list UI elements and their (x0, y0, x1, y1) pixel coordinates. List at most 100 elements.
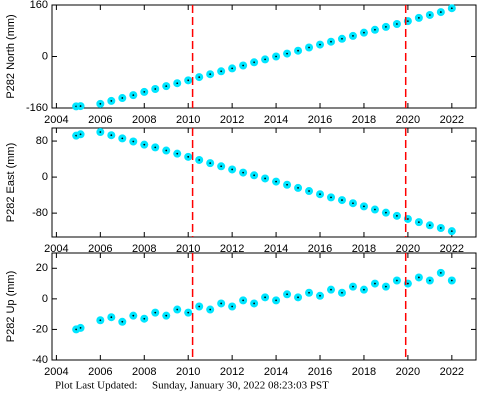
x-tick-label: 2018 (352, 366, 376, 378)
y-tick-label: -160 (26, 102, 48, 114)
data-point-center (385, 285, 387, 288)
data-point-center (374, 28, 376, 31)
data-point-center (275, 55, 277, 58)
data-point-center (308, 291, 310, 294)
x-tick-label: 2014 (264, 366, 288, 378)
x-tick-label: 2010 (176, 243, 200, 255)
x-tick-label: 2010 (176, 114, 200, 126)
x-tick-label: 2018 (352, 114, 376, 126)
data-point-center (286, 52, 288, 55)
data-point-center (308, 190, 310, 192)
data-point-center (242, 171, 245, 174)
data-point-center (363, 288, 365, 291)
data-point-center (330, 196, 332, 199)
data-point-center (363, 31, 365, 34)
y-tick-label: 20 (36, 262, 48, 274)
data-point-center (439, 11, 442, 13)
data-point-center (79, 327, 82, 329)
x-tick-label: 2016 (308, 114, 332, 126)
data-point-center (297, 49, 299, 52)
data-point-center (198, 305, 201, 308)
footer-label: Plot Last Updated: (55, 380, 138, 392)
data-point-center (132, 140, 135, 143)
data-point-center (406, 20, 409, 22)
x-tick-label: 2020 (396, 366, 420, 378)
data-point-center (176, 308, 179, 311)
data-point-center (341, 199, 343, 201)
data-point-center (220, 302, 223, 305)
data-point-center (242, 64, 245, 67)
data-point-center (450, 230, 453, 233)
x-tick-label: 2022 (440, 366, 464, 378)
x-tick-label: 2016 (308, 243, 332, 255)
data-point-center (154, 146, 157, 149)
y-tick-label: 80 (36, 135, 48, 147)
data-point-center (439, 227, 442, 229)
x-tick-label: 2012 (220, 243, 244, 255)
x-tick-label: 2018 (352, 243, 376, 255)
data-point-center (264, 296, 266, 299)
data-point-center (75, 328, 78, 331)
plot-frame (51, 127, 477, 238)
data-point-center (396, 23, 398, 25)
data-point-center (330, 40, 332, 43)
data-point-center (374, 282, 376, 285)
data-point-center (154, 311, 157, 314)
x-tick-label: 2008 (132, 366, 156, 378)
x-tick-label: 2020 (396, 114, 420, 126)
x-tick-label: 2022 (440, 243, 464, 255)
data-point-center (99, 131, 102, 133)
x-tick-label: 2008 (132, 114, 156, 126)
x-tick-label: 2012 (220, 114, 244, 126)
data-point-center (242, 299, 245, 302)
data-point-center (154, 88, 157, 90)
data-point-center (385, 25, 387, 28)
y-axis-label: P282 Up (mm) (5, 271, 17, 343)
data-point-center (176, 82, 179, 85)
data-point-center (352, 285, 354, 288)
data-point-center (176, 152, 179, 155)
data-point-center (79, 133, 82, 136)
data-point-center (297, 187, 299, 189)
data-point-center (143, 91, 146, 93)
data-point-center (385, 211, 387, 214)
data-point-center (439, 271, 442, 274)
data-point-center (132, 94, 135, 97)
data-point-center (99, 319, 102, 322)
x-tick-label: 2004 (44, 114, 68, 126)
data-point-center (264, 177, 266, 180)
x-tick-label: 2004 (44, 243, 68, 255)
data-point-center (75, 134, 78, 137)
data-point-center (450, 279, 453, 282)
data-point-center (121, 97, 124, 99)
data-point-center (417, 16, 420, 19)
data-point-center (187, 311, 190, 314)
data-point-center (187, 155, 190, 158)
y-tick-label: 160 (30, 0, 48, 11)
y-tick-label: 0 (42, 293, 48, 305)
data-point-center (330, 288, 332, 291)
data-point-center (319, 294, 321, 297)
data-point-center (450, 7, 453, 10)
y-tick-label: -40 (32, 354, 48, 366)
data-point-center (286, 293, 288, 296)
data-point-center (363, 205, 365, 208)
data-point-center (79, 105, 82, 107)
data-point-center (209, 308, 212, 311)
data-point-center (275, 299, 277, 302)
data-point-center (308, 46, 310, 49)
data-point-center (209, 162, 212, 165)
data-point-center (220, 70, 223, 73)
data-point-center (275, 180, 277, 183)
y-axis-label: P282 East (mm) (5, 143, 17, 222)
data-point-center (264, 58, 266, 61)
x-tick-label: 2012 (220, 366, 244, 378)
data-point-center (132, 314, 135, 317)
data-point-center (352, 35, 354, 37)
data-point-center (428, 279, 431, 282)
y-tick-label: 0 (42, 50, 48, 62)
data-point-center (352, 202, 354, 205)
data-point-center (209, 73, 212, 76)
data-point-center (406, 282, 409, 285)
